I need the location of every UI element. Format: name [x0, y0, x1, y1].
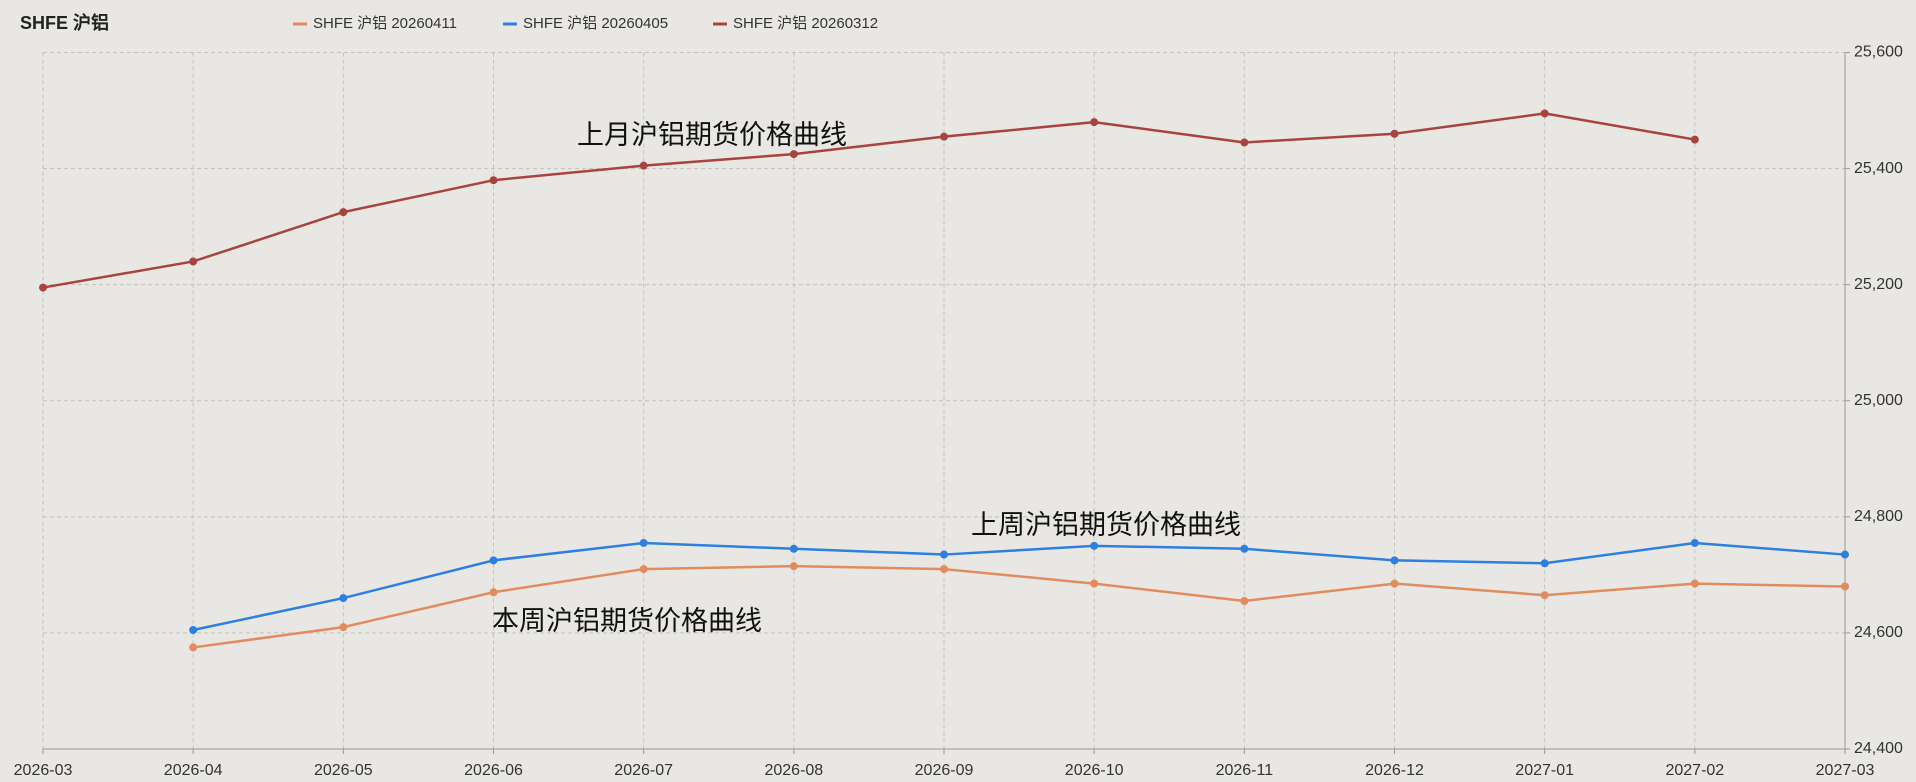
data-point	[940, 565, 948, 574]
series-line	[192, 564, 1846, 649]
data-point	[1690, 538, 1699, 547]
data-point	[1540, 109, 1549, 118]
data-point	[1390, 556, 1399, 565]
x-tick-label: 2026-12	[1365, 762, 1424, 779]
data-point	[789, 150, 798, 159]
data-point	[1690, 135, 1699, 144]
data-point	[489, 588, 498, 597]
legend-label: SHFE 沪铝 20260411	[313, 15, 457, 32]
y-tick-label: 25,200	[1854, 276, 1903, 293]
data-point	[339, 623, 348, 632]
data-point	[1240, 596, 1249, 605]
x-tick-label: 2026-09	[915, 762, 974, 779]
data-point	[1090, 541, 1099, 550]
legend-label: SHFE 沪铝 20260405	[523, 15, 668, 32]
data-point	[940, 132, 948, 141]
data-point	[1390, 129, 1399, 138]
data-point	[1090, 579, 1099, 588]
data-point	[940, 550, 948, 559]
data-point	[339, 208, 348, 217]
y-tick-label: 24,800	[1854, 508, 1903, 525]
data-point	[1240, 544, 1249, 553]
data-point	[639, 161, 648, 170]
data-point	[789, 562, 798, 571]
data-point	[1841, 550, 1849, 559]
data-point	[1240, 138, 1249, 147]
data-point	[339, 594, 348, 603]
x-tick-label: 2026-06	[464, 762, 523, 779]
data-point	[1390, 579, 1399, 588]
data-point	[1090, 118, 1099, 127]
x-tick-label: 2026-11	[1216, 762, 1274, 779]
data-point	[1841, 582, 1849, 591]
x-tick-label: 2026-04	[164, 762, 223, 779]
x-tick-label: 2026-07	[614, 762, 673, 779]
y-tick-label: 25,000	[1854, 392, 1903, 409]
y-tick-label: 24,600	[1854, 624, 1903, 641]
series-line	[42, 112, 1696, 289]
annotation: 上月沪铝期货价格曲线	[577, 120, 847, 150]
y-tick-label: 25,600	[1854, 44, 1903, 61]
data-point	[489, 176, 498, 185]
chart-title: SHFE 沪铝	[20, 12, 109, 33]
data-point	[189, 257, 198, 266]
x-tick-label: 2026-10	[1065, 762, 1124, 779]
data-point	[1540, 559, 1549, 568]
x-tick-label: 2026-08	[764, 762, 823, 779]
data-point	[1690, 579, 1699, 588]
annotation: 上周沪铝期货价格曲线	[971, 510, 1241, 540]
x-tick-label: 2026-03	[14, 762, 73, 779]
data-point	[489, 556, 498, 565]
legend-label: SHFE 沪铝 20260312	[733, 15, 878, 32]
data-point	[639, 565, 648, 574]
y-tick-label: 25,400	[1854, 160, 1903, 177]
x-tick-label: 2027-03	[1816, 762, 1875, 779]
series-line	[192, 541, 1846, 632]
data-point	[789, 544, 798, 553]
x-tick-label: 2026-05	[314, 762, 373, 779]
x-tick-label: 2027-01	[1515, 762, 1574, 779]
data-point	[639, 538, 648, 547]
data-point	[189, 643, 198, 652]
annotation: 本周沪铝期货价格曲线	[492, 606, 762, 636]
data-point	[39, 283, 47, 292]
data-point	[1540, 591, 1549, 600]
x-tick-label: 2027-02	[1665, 762, 1724, 779]
y-tick-label: 24,400	[1854, 740, 1903, 757]
data-point	[189, 626, 198, 635]
